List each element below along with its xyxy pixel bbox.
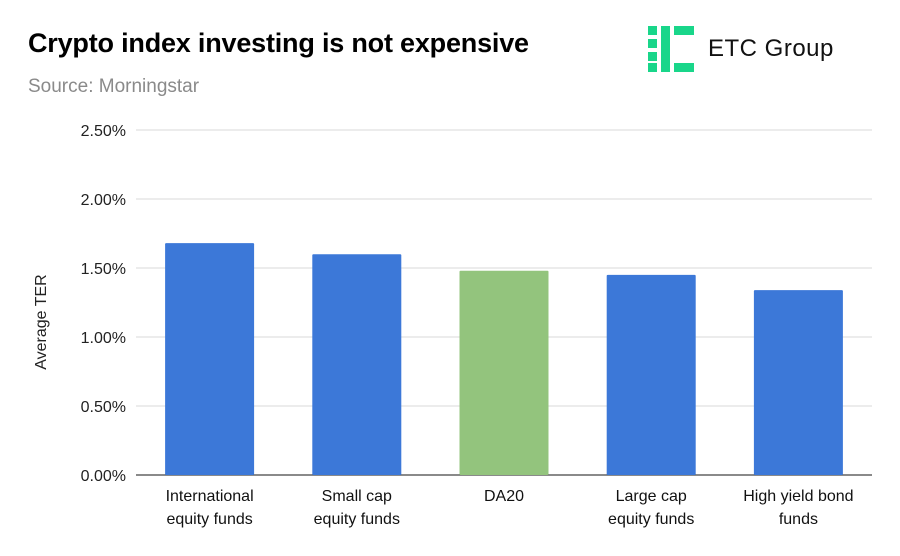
- bar: [165, 243, 255, 475]
- bar: [312, 254, 402, 475]
- brand-logo: ETC Group: [648, 26, 834, 72]
- logo-wordmark: ETC Group: [708, 35, 834, 62]
- bar: [459, 270, 549, 475]
- y-tick-label: 2.00%: [81, 192, 126, 209]
- y-tick-label: 0.50%: [81, 399, 126, 416]
- x-category-label: Small cap equity funds: [314, 488, 400, 528]
- bar: [606, 274, 696, 475]
- x-category-label: Large cap equity funds: [608, 488, 694, 528]
- y-tick-label: 2.50%: [81, 123, 126, 140]
- y-tick-label: 1.00%: [81, 330, 126, 347]
- x-category-label: DA20: [484, 488, 524, 505]
- bar: [753, 290, 843, 475]
- y-tick-label: 0.00%: [81, 468, 126, 485]
- y-axis-title: Average TER: [33, 274, 50, 369]
- x-category-label: High yield bond funds: [743, 488, 853, 528]
- chart-source: Source: Morningstar: [28, 76, 200, 97]
- y-tick-label: 1.50%: [81, 261, 126, 278]
- x-category-label: International equity funds: [166, 488, 254, 528]
- etc-group-logo-icon: [648, 26, 694, 72]
- chart-title: Crypto index investing is not expensive: [28, 28, 529, 58]
